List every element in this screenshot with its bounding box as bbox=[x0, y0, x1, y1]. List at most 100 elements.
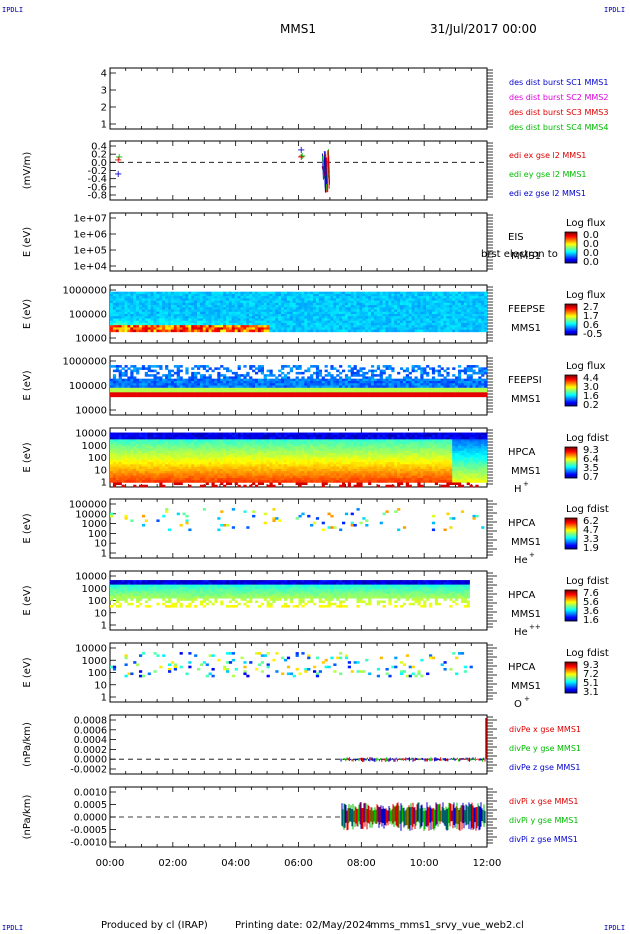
y-tick-label-10-3: -0.0005 bbox=[70, 825, 107, 836]
colorbar-tick-8-2: 5.1 bbox=[583, 678, 599, 689]
y-axis-label-8: E (eV) bbox=[22, 657, 33, 687]
colorbar-title-8: Log fdist bbox=[566, 648, 609, 659]
y-axis-label-9: (nPa/km) bbox=[22, 722, 33, 767]
y-tick-label-10-4: -0.0010 bbox=[70, 838, 107, 849]
panel-name-5: HPCA bbox=[508, 447, 536, 458]
colorbar-tick-2-1: 0.0 bbox=[583, 239, 599, 250]
divpi-trace bbox=[341, 802, 486, 831]
colorbar-tick-6-0: 6.2 bbox=[583, 516, 599, 527]
panel-frame-0 bbox=[109, 67, 488, 130]
time-tick-label-0: 00:00 bbox=[96, 858, 125, 869]
panel-spacecraft-3: MMS1 bbox=[511, 323, 541, 334]
date-time-title: 31/Jul/2017 00:00 bbox=[430, 22, 537, 36]
y-tick-label-9-4: 0.0000 bbox=[74, 755, 107, 766]
colorbar-tick-2-2: 0.0 bbox=[583, 248, 599, 259]
eis-overlay-text: brst electron to bbox=[481, 249, 558, 260]
footer-printing-date: Printing date: 02/May/2024 bbox=[235, 920, 372, 931]
panel-frame-2 bbox=[109, 212, 488, 272]
right-tick-comb-7 bbox=[487, 572, 497, 628]
y-tick-label-2-3: 1e+04 bbox=[73, 262, 107, 273]
y-axis-label-2: E (eV) bbox=[22, 227, 33, 257]
legend-entry-10-2: divPi z gse MMS1 bbox=[509, 835, 578, 844]
panel-spacecraft-7: MMS1 bbox=[511, 609, 541, 620]
colorbar-tick-2-0: 0.0 bbox=[583, 230, 599, 241]
species-charge-6: + bbox=[529, 551, 535, 559]
y-tick-label-8-4: 1 bbox=[101, 693, 107, 704]
legend-entry-0-1: des dist burst SC2 MMS2 bbox=[509, 93, 608, 102]
y-tick-label-1-5: -0.6 bbox=[87, 182, 107, 193]
time-tick-label-6: 12:00 bbox=[473, 858, 502, 869]
panel-frame-6 bbox=[109, 498, 488, 559]
colorbar-tick-6-1: 4.7 bbox=[583, 525, 599, 536]
species-charge-8: + bbox=[524, 695, 530, 703]
right-tick-comb-8 bbox=[487, 644, 497, 700]
spectrogram-3 bbox=[110, 291, 488, 333]
y-tick-label-1-1: 0.2 bbox=[91, 150, 107, 161]
panel-spacecraft-4: MMS1 bbox=[511, 394, 541, 405]
spectrogram-8 bbox=[110, 652, 473, 678]
y-tick-label-9-2: 0.0004 bbox=[74, 735, 107, 746]
panel-spacecraft-6: MMS1 bbox=[511, 537, 541, 548]
colorbar-3 bbox=[564, 303, 578, 336]
right-tick-comb-1 bbox=[487, 142, 493, 198]
y-tick-label-9-5: -0.0002 bbox=[70, 765, 107, 776]
colorbar-tick-5-2: 3.5 bbox=[583, 463, 599, 474]
y-tick-label-1-4: -0.4 bbox=[87, 174, 107, 185]
colorbar-tick-6-2: 3.3 bbox=[583, 534, 599, 545]
time-tick-label-2: 04:00 bbox=[221, 858, 250, 869]
colorbar-tick-7-0: 7.6 bbox=[583, 588, 599, 599]
y-tick-label-7-4: 1 bbox=[101, 621, 107, 632]
corner-label-top-left: IPDLI bbox=[2, 6, 24, 14]
species-charge-7: ++ bbox=[529, 623, 541, 631]
colorbar-tick-8-1: 7.2 bbox=[583, 669, 599, 680]
corner-label-top-right: IPDLI bbox=[604, 6, 626, 14]
y-tick-label-10-2: 0.0000 bbox=[74, 813, 107, 824]
y-axis-label-3: E (eV) bbox=[22, 299, 33, 329]
colorbar-title-6: Log fdist bbox=[566, 504, 609, 515]
time-tick-label-4: 08:00 bbox=[347, 858, 376, 869]
y-axis-label-6: E (eV) bbox=[22, 513, 33, 543]
legend-entry-10-1: divPi y gse MMS1 bbox=[509, 816, 578, 825]
colorbar-tick-4-3: 0.2 bbox=[583, 400, 599, 411]
time-tick-label-1: 02:00 bbox=[158, 858, 187, 869]
panel-name-6: HPCA bbox=[508, 518, 536, 529]
colorbar-5 bbox=[564, 446, 578, 479]
panel-name-3: FEEPSE bbox=[508, 304, 545, 315]
y-tick-label-0-3: 1 bbox=[101, 120, 107, 131]
right-tick-comb-0 bbox=[487, 69, 493, 128]
colorbar-8 bbox=[564, 661, 578, 694]
colorbar-tick-3-2: 0.6 bbox=[583, 320, 599, 331]
legend-entry-9-1: divPe y gse MMS1 bbox=[509, 744, 581, 753]
legend-entry-1-1: edi ey gse l2 MMS1 bbox=[509, 170, 587, 179]
species-label-7: He bbox=[514, 627, 528, 638]
colorbar-7 bbox=[564, 589, 578, 622]
y-tick-label-5-0: 10000 bbox=[75, 429, 107, 440]
right-tick-comb-6 bbox=[487, 500, 497, 556]
y-tick-label-6-0: 100000 bbox=[69, 500, 107, 511]
colorbar-title-4: Log flux bbox=[566, 361, 606, 372]
species-label-6: He bbox=[514, 555, 528, 566]
edi-marker-2: + bbox=[114, 169, 122, 180]
colorbar-tick-2-3: 0.0 bbox=[583, 257, 599, 268]
y-tick-label-8-2: 100 bbox=[88, 668, 107, 679]
colorbar-tick-4-2: 1.6 bbox=[583, 391, 599, 402]
right-tick-comb-3 bbox=[487, 286, 493, 342]
colorbar-6 bbox=[564, 517, 578, 550]
panel-name-2: EIS bbox=[508, 232, 524, 243]
colorbar-tick-7-1: 5.6 bbox=[583, 597, 599, 608]
y-tick-label-1-2: 0.0 bbox=[91, 158, 107, 169]
legend-entry-1-0: edi ex gse l2 MMS1 bbox=[509, 151, 586, 160]
time-tick-label-3: 06:00 bbox=[284, 858, 313, 869]
species-label-8: O bbox=[514, 699, 522, 710]
colorbar-4 bbox=[564, 374, 578, 407]
colorbar-tick-3-0: 2.7 bbox=[583, 302, 599, 313]
y-tick-label-0-0: 4 bbox=[101, 69, 107, 80]
y-tick-label-6-4: 10 bbox=[94, 539, 107, 550]
y-tick-label-8-0: 10000 bbox=[75, 644, 107, 655]
colorbar-title-7: Log fdist bbox=[566, 576, 609, 587]
y-tick-label-0-2: 2 bbox=[101, 103, 107, 114]
colorbar-tick-4-1: 3.0 bbox=[583, 382, 599, 393]
right-tick-comb-4 bbox=[487, 357, 493, 413]
right-tick-comb-2 bbox=[487, 214, 493, 270]
legend-entry-10-0: divPi x gse MMS1 bbox=[509, 797, 578, 806]
